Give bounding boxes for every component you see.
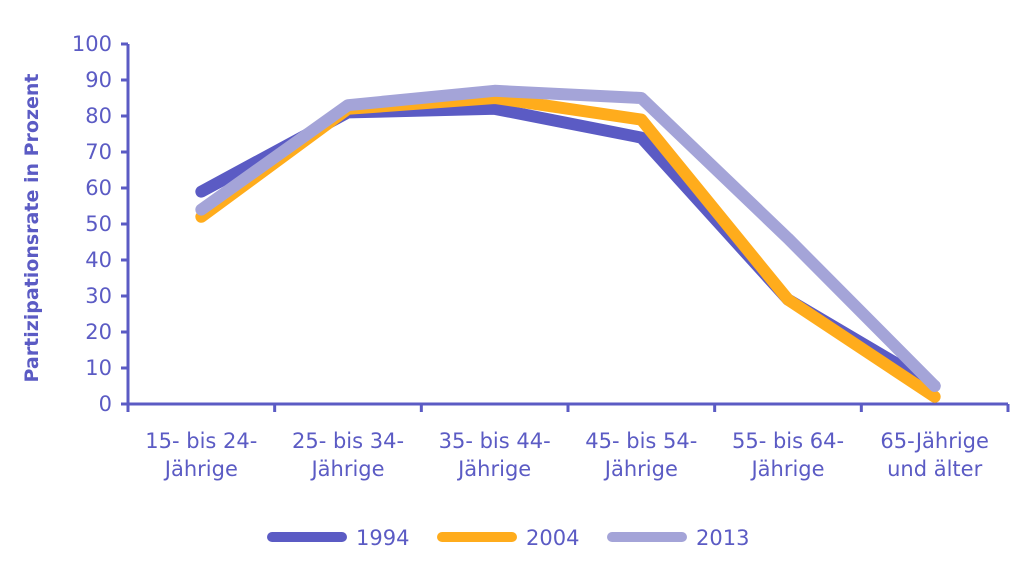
legend-label-2004: 2004 [526, 526, 579, 550]
x-tick-label-line: 25- bis 34- [292, 429, 404, 453]
x-tick-label: 25- bis 34- Jährige [292, 429, 404, 481]
x-tick-label: 35- bis 44- Jährige [439, 429, 551, 481]
x-tick-label: 45- bis 54- Jährige [585, 429, 697, 481]
x-tick-label-line: 55- bis 64- [732, 429, 844, 453]
x-tick-label: 15- bis 24- Jährige [145, 429, 257, 481]
x-tick-label: 55- bis 64- Jährige [732, 429, 844, 481]
legend-label-1994: 1994 [356, 526, 409, 550]
x-tick-label-line: 65-Jährige [880, 429, 989, 453]
y-tick-label: 20 [85, 320, 112, 344]
y-tick-label: 90 [85, 68, 112, 92]
y-tick-label: 60 [85, 176, 112, 200]
x-tick-label-line: Jährige [456, 457, 531, 481]
series-line-2004 [195, 92, 941, 403]
x-tick-label-line: Jährige [749, 457, 824, 481]
y-tick-label: 80 [85, 104, 112, 128]
series-line-1994 [195, 102, 941, 392]
x-tick-label-line: Jährige [603, 457, 678, 481]
y-tick-label: 10 [85, 356, 112, 380]
y-tick-label: 0 [99, 392, 112, 416]
x-tick-label-line: 35- bis 44- [439, 429, 551, 453]
x-tick-label-line: 15- bis 24- [145, 429, 257, 453]
x-tick-label-line: 45- bis 54- [585, 429, 697, 453]
y-tick-label: 30 [85, 284, 112, 308]
x-tick-label-line: Jährige [163, 457, 238, 481]
y-tick-label: 100 [72, 32, 112, 56]
x-tick-label: 65-Jährige und älter [880, 429, 989, 481]
y-tick-label: 40 [85, 248, 112, 272]
legend: 1994 2004 2013 [267, 526, 749, 550]
x-tick-label-line: Jährige [309, 457, 384, 481]
y-tick-label: 50 [85, 212, 112, 236]
legend-label-2013: 2013 [696, 526, 749, 550]
axes: 0 10 20 30 40 50 60 70 80 90 100 15- bis 24- Jährige… [72, 32, 1010, 481]
y-axis-label: Partizipationsrate in Prozent [21, 73, 43, 382]
series-line-2013 [195, 84, 941, 392]
series-lines [195, 84, 941, 403]
y-tick-label: 70 [85, 140, 112, 164]
x-tick-label-line: und älter [887, 457, 982, 481]
